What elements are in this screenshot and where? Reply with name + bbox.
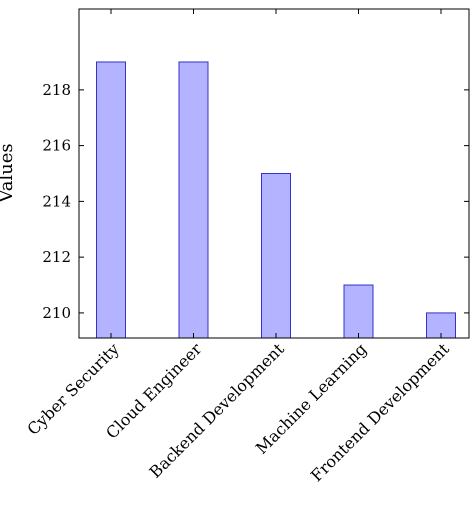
x-category-label: Frontend Development <box>307 339 453 485</box>
axes-layer <box>78 8 470 339</box>
y-tick-label: 214 <box>42 192 71 210</box>
y-axis-title: Values <box>0 143 17 203</box>
bar-machine-learning <box>343 284 374 339</box>
y-tick-label: 210 <box>42 304 71 322</box>
bar-cloud-engineer <box>178 61 209 339</box>
y-tick-label: 216 <box>42 137 71 155</box>
bar-cyber-security <box>96 61 126 339</box>
x-category-label: Backend Development <box>146 339 289 482</box>
bars-layer <box>96 61 456 339</box>
y-tick-label: 218 <box>42 81 71 99</box>
y-tick-label: 212 <box>42 248 71 266</box>
bar-backend-development <box>261 173 291 339</box>
plot-frame <box>78 8 470 339</box>
